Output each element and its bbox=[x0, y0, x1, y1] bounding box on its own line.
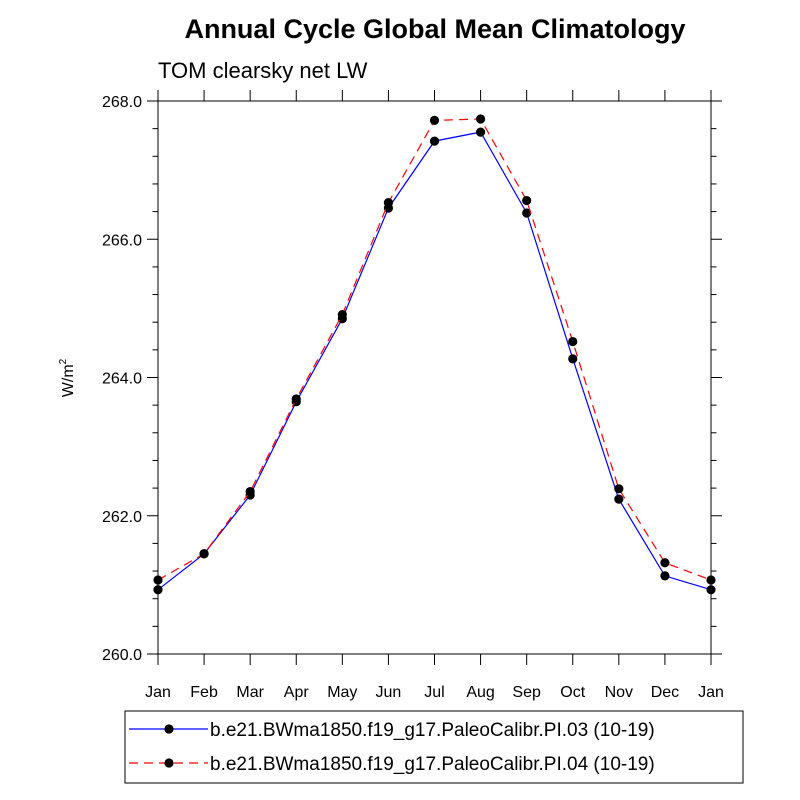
data-point bbox=[337, 309, 347, 320]
legend-box bbox=[124, 710, 744, 784]
x-tick-label: Mar bbox=[236, 684, 264, 701]
data-point bbox=[568, 354, 578, 364]
data-point bbox=[660, 571, 670, 581]
data-point bbox=[291, 394, 301, 404]
data-point bbox=[245, 486, 255, 497]
data-point bbox=[660, 558, 670, 568]
data-point bbox=[614, 484, 624, 494]
y-axis-label: W/m2 bbox=[58, 358, 77, 397]
data-point bbox=[153, 585, 163, 595]
data-point bbox=[475, 127, 486, 137]
data-point bbox=[614, 494, 624, 504]
chart-title: Annual Cycle Global Mean Climatology bbox=[184, 14, 685, 44]
x-tick-label: Oct bbox=[560, 684, 585, 701]
y-axis-label-main: W/m bbox=[60, 364, 77, 397]
legend-label: b.e21.BWma1850.f19_g17.PaleoCalibr.PI.04… bbox=[210, 754, 655, 775]
data-point bbox=[568, 336, 578, 347]
legend-label: b.e21.BWma1850.f19_g17.PaleoCalibr.PI.03… bbox=[210, 720, 655, 741]
series-line bbox=[157, 131, 712, 591]
y-tick-label: 268.0 bbox=[102, 94, 142, 111]
x-tick-label: Sep bbox=[512, 684, 541, 701]
x-tick-label: Jul bbox=[424, 684, 444, 701]
y-tick-label: 266.0 bbox=[102, 232, 142, 249]
x-tick-label: Aug bbox=[466, 684, 494, 701]
data-point bbox=[429, 136, 440, 146]
x-tick-label: Feb bbox=[190, 684, 218, 701]
data-point bbox=[383, 198, 394, 208]
data-point bbox=[706, 575, 716, 585]
data-point bbox=[153, 575, 163, 585]
data-point bbox=[429, 115, 440, 125]
data-point bbox=[522, 195, 532, 206]
data-point bbox=[475, 114, 486, 124]
x-tick-label: Jan bbox=[698, 684, 724, 701]
chart-subtitle: TOM clearsky net LW bbox=[158, 58, 368, 83]
x-tick-label: Nov bbox=[605, 684, 633, 701]
series-1 bbox=[153, 127, 716, 595]
legend-swatch-marker bbox=[164, 724, 174, 734]
data-point bbox=[522, 208, 532, 218]
y-tick-label: 260.0 bbox=[102, 647, 142, 664]
x-tick-label: Jan bbox=[145, 684, 171, 701]
data-point bbox=[706, 585, 716, 595]
x-tick-label: May bbox=[327, 684, 357, 701]
y-tick-label: 262.0 bbox=[102, 509, 142, 526]
x-tick-label: Apr bbox=[284, 684, 310, 701]
x-tick-label: Dec bbox=[651, 684, 679, 701]
y-tick-label: 264.0 bbox=[102, 371, 142, 388]
series-2 bbox=[153, 114, 716, 585]
x-tick-label: Jun bbox=[376, 684, 402, 701]
series-line bbox=[157, 118, 712, 581]
y-axis-label-superscript: 2 bbox=[58, 358, 69, 364]
legend: b.e21.BWma1850.f19_g17.PaleoCalibr.PI.03… bbox=[124, 710, 744, 784]
data-point bbox=[199, 549, 209, 559]
plot-frame bbox=[157, 100, 712, 655]
legend-swatch-marker bbox=[164, 758, 174, 768]
